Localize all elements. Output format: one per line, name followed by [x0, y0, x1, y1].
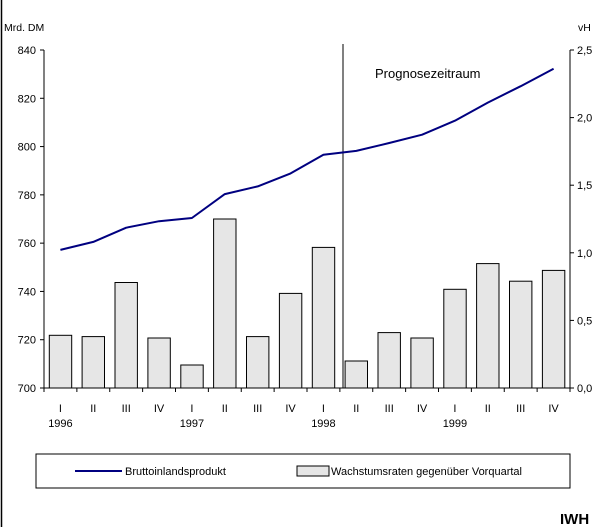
right-tick-label: 1,0 — [577, 248, 592, 260]
bar-14 — [476, 263, 500, 389]
x-quarter-label: I — [453, 403, 456, 415]
bar-10 — [344, 360, 369, 389]
gdp-line — [60, 67, 555, 251]
right-tick-label: 1,5 — [577, 180, 592, 192]
left-tick-label: 800 — [18, 142, 36, 154]
left-tick-label: 780 — [18, 190, 36, 202]
y-left-label: Mrd. DM — [4, 22, 44, 34]
left-tick-label: 740 — [18, 286, 36, 298]
x-year-label: 1999 — [443, 418, 467, 430]
x-year-label: 1996 — [48, 418, 72, 430]
x-quarter-label: III — [122, 403, 131, 415]
x-quarter-label: I — [322, 403, 325, 415]
bar-4 — [147, 337, 171, 389]
bar-12 — [410, 337, 434, 389]
legend-bar-swatch — [296, 465, 330, 477]
bar-11 — [377, 332, 401, 389]
bar-5 — [180, 364, 204, 389]
bar-15 — [509, 280, 533, 389]
x-quarter-label: IV — [548, 403, 559, 415]
x-year-label: 1998 — [311, 418, 335, 430]
left-tick-label: 700 — [18, 383, 36, 395]
brand-logo: IWH — [560, 511, 589, 527]
bar-2 — [81, 336, 105, 389]
left-tick-label: 840 — [18, 45, 36, 57]
y-right-label: vH — [578, 22, 591, 34]
x-quarter-label: II — [353, 403, 359, 415]
x-quarter-label: III — [253, 403, 262, 415]
left-tick-label: 720 — [18, 335, 36, 347]
bar-16 — [541, 269, 566, 389]
gdp-line-group — [60, 67, 555, 251]
x-quarter-label: I — [190, 403, 193, 415]
x-quarter-label: II — [485, 403, 491, 415]
bars-group — [48, 218, 566, 389]
right-tick-label: 2,0 — [577, 113, 592, 125]
x-quarter-label: III — [385, 403, 394, 415]
x-quarter-label: IV — [285, 403, 296, 415]
bar-9 — [311, 246, 336, 389]
x-quarter-label: II — [90, 403, 96, 415]
bar-6 — [213, 218, 237, 389]
x-quarter-label: IV — [154, 403, 165, 415]
legend-line-label: Bruttoinlandsprodukt — [125, 466, 226, 478]
left-axis: 700 720 740 760 780 800 820 840 — [18, 45, 44, 395]
right-tick-label: 2,5 — [577, 45, 592, 57]
bar-3 — [114, 282, 138, 389]
x-quarter-label: IV — [417, 403, 428, 415]
x-quarter-label: III — [516, 403, 525, 415]
x-quarter-label: I — [59, 403, 62, 415]
bar-7 — [246, 336, 270, 389]
x-quarter-label: II — [222, 403, 228, 415]
legend-bar-label: Wachstumsraten gegenüber Vorquartal — [331, 466, 522, 478]
x-year-label: 1997 — [180, 418, 204, 430]
left-tick-label: 760 — [18, 238, 36, 250]
right-axis: 0,0 0,5 1,0 1,5 2,0 2,5 — [570, 45, 592, 395]
left-tick-label: 820 — [18, 93, 36, 105]
bar-8 — [278, 292, 303, 389]
bar-13 — [443, 288, 467, 389]
right-tick-label: 0,5 — [577, 315, 592, 327]
forecast-annotation: Prognosezeitraum — [375, 66, 481, 81]
right-tick-label: 0,0 — [577, 383, 592, 395]
bar-1 — [48, 334, 73, 389]
